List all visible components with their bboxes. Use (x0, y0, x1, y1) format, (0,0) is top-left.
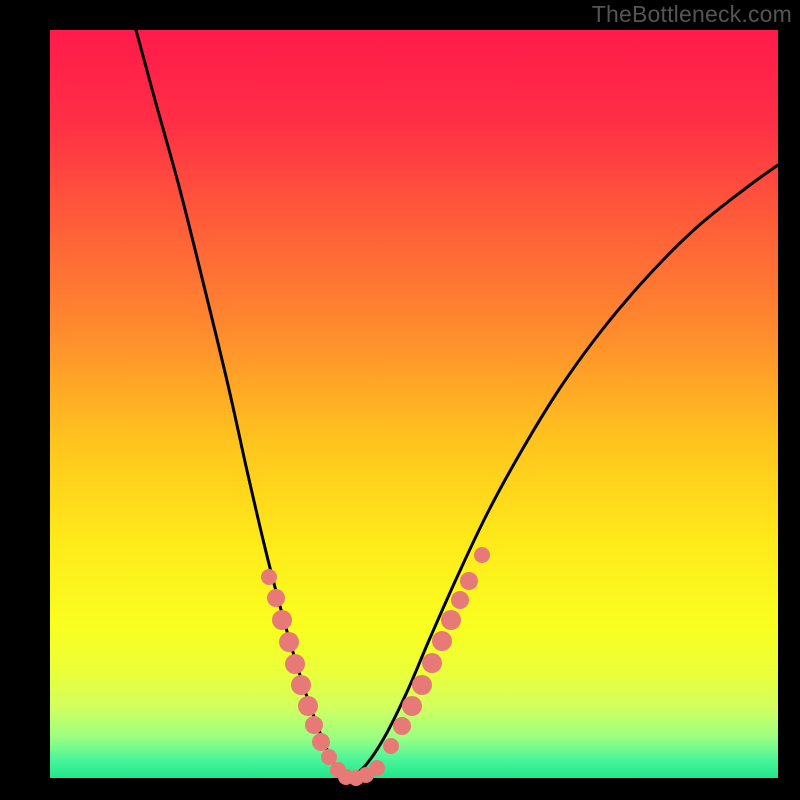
dot-left-4 (285, 654, 305, 674)
dot-right-1 (393, 717, 411, 735)
dot-right-5 (432, 631, 452, 651)
chart-stage: TheBottleneck.com (0, 0, 800, 800)
watermark-text: TheBottleneck.com (592, 1, 792, 28)
dot-left-3 (279, 632, 299, 652)
dot-left-0 (261, 569, 277, 585)
dot-right-8 (460, 572, 478, 590)
dot-left-6 (298, 696, 318, 716)
dot-right-7 (451, 591, 469, 609)
dot-right-4 (422, 653, 442, 673)
dot-left-7 (305, 716, 323, 734)
dot-left-5 (291, 675, 311, 695)
gradient-plot-area (50, 30, 778, 778)
dot-right-3 (412, 675, 432, 695)
dot-right-0 (383, 738, 399, 754)
dot-left-9 (321, 749, 337, 765)
dot-left-1 (267, 589, 285, 607)
dot-right-6 (441, 610, 461, 630)
dot-left-8 (312, 733, 330, 751)
dot-bottom-3 (369, 760, 385, 776)
dot-right-9 (474, 547, 490, 563)
chart-svg (0, 0, 800, 800)
dot-left-2 (272, 610, 292, 630)
dot-right-2 (402, 696, 422, 716)
